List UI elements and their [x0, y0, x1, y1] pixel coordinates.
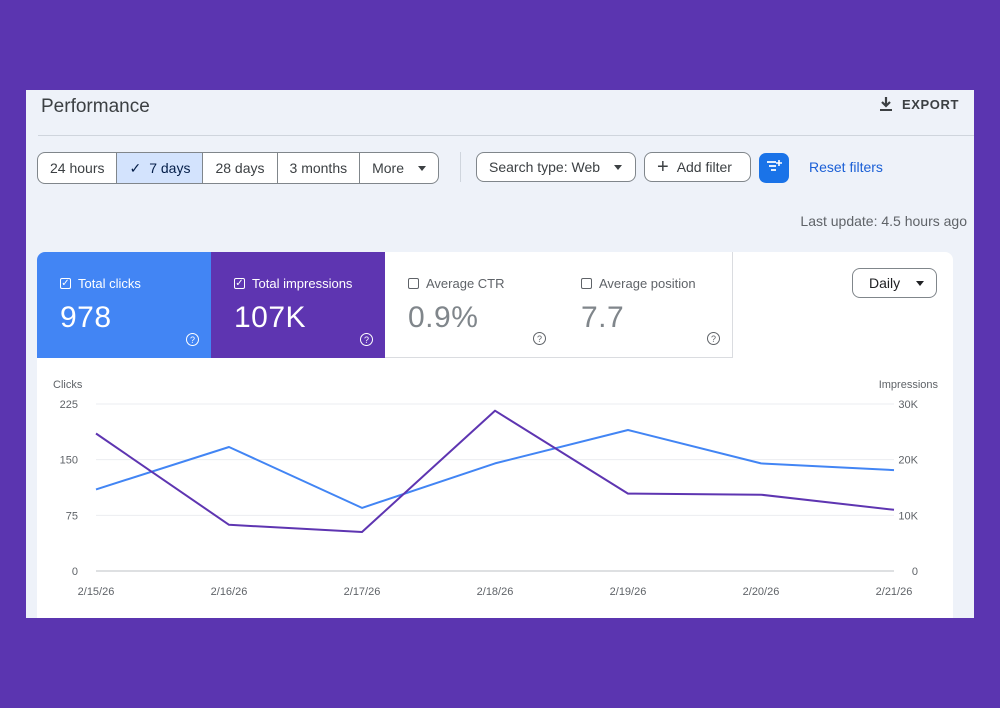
- y-axis-label-left: Clicks: [53, 379, 83, 391]
- checkbox-checked-icon[interactable]: ✓: [234, 277, 245, 289]
- date-option-7-days[interactable]: ✓ 7 days: [117, 153, 204, 183]
- help-icon[interactable]: ?: [707, 332, 720, 345]
- performance-panel: Performance EXPORT 24 hours ✓ 7 days 28 d…: [26, 90, 974, 618]
- reset-filters-link[interactable]: Reset filters: [809, 159, 883, 175]
- metric-average-position[interactable]: Average position 7.7 ?: [558, 252, 733, 358]
- checkbox-unchecked-icon[interactable]: [408, 278, 419, 289]
- help-icon[interactable]: ?: [360, 333, 373, 346]
- export-button[interactable]: EXPORT: [878, 96, 959, 112]
- checkbox-checked-icon[interactable]: ✓: [60, 277, 71, 289]
- add-filter-label: Add filter: [676, 159, 732, 175]
- date-option-more[interactable]: More: [360, 153, 438, 183]
- metric-total-impressions[interactable]: ✓ Total impressions 107K ?: [211, 252, 385, 358]
- metric-value: 7.7: [581, 301, 625, 334]
- search-type-label: Search type: Web: [489, 159, 601, 175]
- performance-card: ✓ Total clicks 978 ? ✓ Total impressions 1…: [37, 252, 953, 618]
- date-range-selector: 24 hours ✓ 7 days 28 days 3 months More: [37, 152, 440, 184]
- chevron-down-icon: [418, 165, 427, 171]
- help-icon[interactable]: ?: [533, 332, 546, 345]
- y-tick-label-right: 20K: [898, 455, 918, 467]
- granularity-label: Daily: [869, 275, 901, 291]
- download-icon: [878, 96, 894, 112]
- x-tick-label: 2/16/26: [211, 586, 248, 598]
- checkbox-unchecked-icon[interactable]: [581, 278, 592, 289]
- search-type-dropdown[interactable]: Search type: Web: [476, 152, 636, 182]
- x-tick-label: 2/18/26: [477, 586, 514, 598]
- metric-value: 978: [60, 301, 112, 334]
- filter-settings-button[interactable]: [759, 153, 789, 183]
- impressions-series-line: [95, 409, 895, 533]
- chevron-down-icon: [614, 164, 623, 170]
- date-option-3-months[interactable]: 3 months: [278, 153, 361, 183]
- y-tick-label-left: 150: [60, 455, 78, 467]
- y-tick-label-right: 10K: [898, 510, 918, 522]
- y-tick-label-left: 0: [72, 566, 78, 578]
- export-label: EXPORT: [901, 96, 959, 112]
- date-option-28-days[interactable]: 28 days: [203, 153, 278, 183]
- toolbar-divider: [460, 152, 461, 182]
- x-tick-label: 2/15/26: [78, 586, 115, 598]
- metric-total-clicks[interactable]: ✓ Total clicks 978 ?: [37, 252, 211, 358]
- x-tick-label: 2/17/26: [344, 586, 381, 598]
- granularity-dropdown[interactable]: Daily: [852, 268, 937, 298]
- help-icon[interactable]: ?: [186, 333, 199, 346]
- last-update-text: Last update: 4.5 hours ago: [800, 213, 967, 229]
- add-filter-button[interactable]: + Add filter: [644, 152, 751, 182]
- y-tick-label-right: 30K: [898, 399, 918, 411]
- metric-value: 0.9%: [408, 301, 479, 334]
- metric-average-ctr[interactable]: Average CTR 0.9% ?: [385, 252, 559, 358]
- check-icon: ✓: [129, 159, 142, 176]
- plus-icon: +: [657, 156, 669, 178]
- clicks-series-line: [95, 429, 895, 509]
- y-tick-label-right: 0: [912, 566, 918, 578]
- chevron-down-icon: [916, 280, 925, 286]
- x-tick-label: 2/19/26: [610, 586, 647, 598]
- header-divider: [38, 135, 974, 136]
- metric-value: 107K: [234, 301, 307, 334]
- y-axis-label-right: Impressions: [879, 379, 939, 391]
- page-title: Performance: [41, 96, 150, 117]
- date-option-24-hours[interactable]: 24 hours: [38, 153, 118, 183]
- performance-chart: 0 0 75 10K 150 20K 225 30K Clicks Impressions 2/15…: [53, 379, 939, 598]
- y-tick-label-left: 75: [66, 510, 78, 522]
- x-tick-label: 2/20/26: [743, 586, 780, 598]
- y-tick-label-left: 225: [60, 399, 78, 411]
- x-tick-label: 2/21/26: [876, 586, 913, 598]
- filter-sparkle-icon: [765, 157, 783, 180]
